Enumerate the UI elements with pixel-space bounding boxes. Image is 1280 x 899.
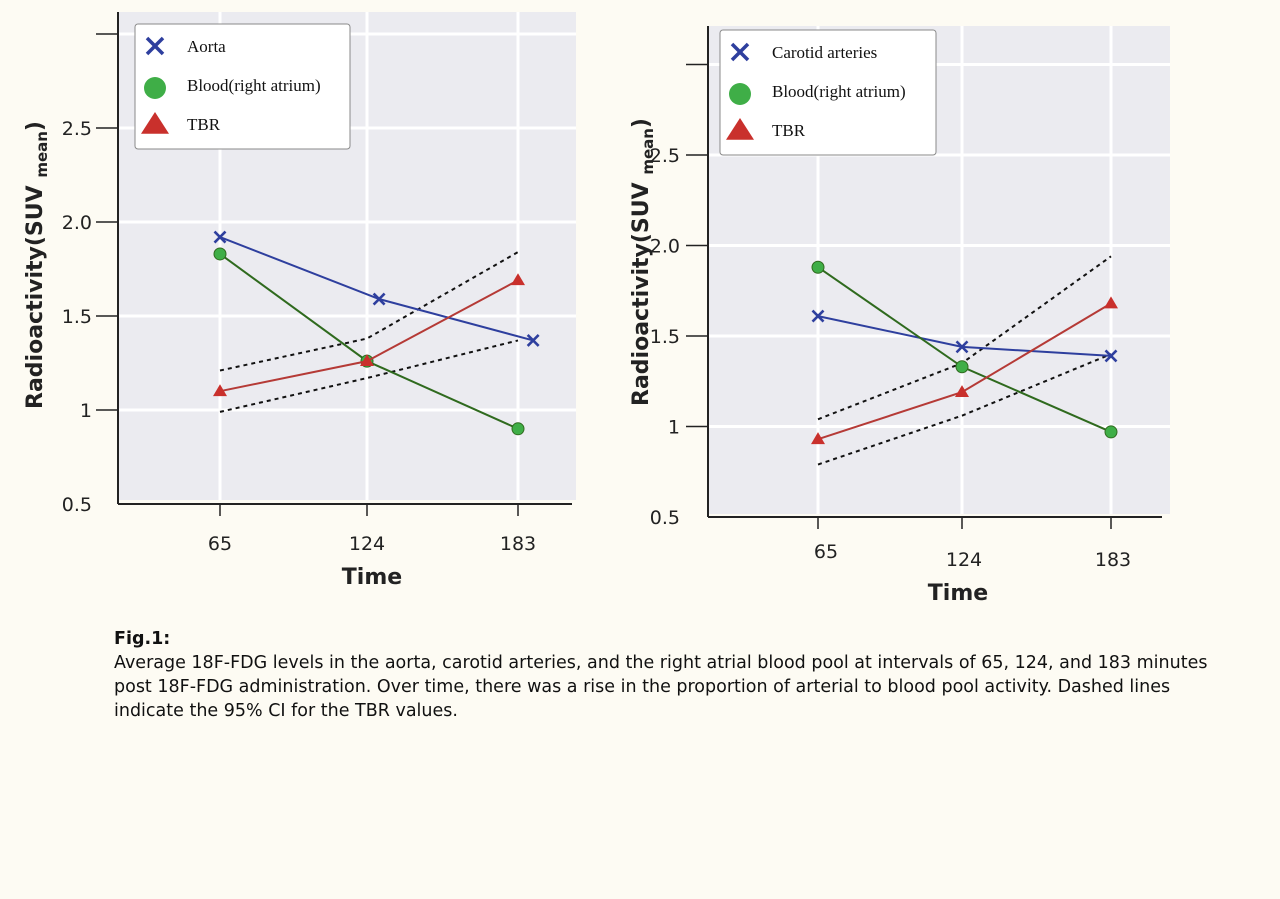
triangle-marker-point bbox=[213, 384, 227, 397]
caption-title: Fig.1: bbox=[114, 629, 171, 649]
legend: Aorta Blood(right atrium) TBR bbox=[134, 23, 351, 150]
x-axis-title: Time bbox=[928, 581, 988, 606]
y-tick-label: 0.5 bbox=[650, 507, 680, 529]
x-tick-label: 124 bbox=[946, 549, 982, 571]
y-tick-label: 1 bbox=[80, 400, 92, 422]
y-tick-label: 1.5 bbox=[650, 326, 680, 348]
x-marker-point bbox=[811, 309, 825, 323]
legend-box bbox=[719, 29, 937, 156]
x-tick-label: 65 bbox=[814, 541, 838, 563]
legend-label: Carotid arteries bbox=[772, 43, 877, 62]
circle-marker-point bbox=[811, 260, 825, 274]
legend: Carotid arteries Blood(right atrium) TBR bbox=[719, 29, 937, 156]
y-tick-label: 0.5 bbox=[62, 494, 92, 516]
x-marker-point bbox=[213, 230, 227, 244]
y-axis-title: Radioactivity(SUV mean) bbox=[629, 118, 657, 406]
x-marker-point bbox=[372, 292, 386, 306]
legend-circle-icon bbox=[729, 83, 751, 105]
series-blood-right-atrium- bbox=[811, 260, 1118, 439]
chart-panel-1: 0.5 1 1.5 2.0 2.5 65 124 183 Time Radioactivity(S… bbox=[23, 12, 576, 590]
y-tick-label: 2.0 bbox=[650, 236, 680, 258]
legend-label: Aorta bbox=[187, 37, 226, 56]
x-axis-title: Time bbox=[342, 565, 402, 590]
triangle-marker-point bbox=[511, 273, 525, 286]
triangle-marker-point bbox=[360, 354, 374, 367]
y-tick-label: 1 bbox=[668, 417, 680, 439]
y-tick-label: 1.5 bbox=[62, 306, 92, 328]
y-tick-label: 2.0 bbox=[62, 212, 92, 234]
figure-caption: Fig.1: Average 18F-FDG levels in the aor… bbox=[114, 627, 1234, 723]
y-tick-label: 2.5 bbox=[62, 118, 92, 140]
legend-label: TBR bbox=[187, 115, 221, 134]
circle-marker-point bbox=[213, 247, 227, 261]
circle-marker-point bbox=[955, 360, 969, 374]
x-marker-point bbox=[1104, 349, 1118, 363]
circle-marker-point bbox=[511, 422, 525, 436]
x-tick-label: 124 bbox=[349, 533, 385, 555]
legend-label: TBR bbox=[772, 121, 806, 140]
triangle-marker-point bbox=[955, 385, 969, 398]
legend-x-icon bbox=[145, 36, 165, 56]
x-tick-label: 183 bbox=[1095, 549, 1131, 571]
legend-box bbox=[134, 23, 351, 150]
y-axis-title-subscript: mean bbox=[33, 131, 51, 178]
legend-label: Blood(right atrium) bbox=[772, 82, 906, 101]
circle-marker-point bbox=[1104, 425, 1118, 439]
y-axis-title-main: Radioactivity(SUV bbox=[629, 175, 654, 406]
legend-x-icon bbox=[730, 42, 750, 62]
x-tick-label: 183 bbox=[500, 533, 536, 555]
legend-triangle-icon bbox=[141, 112, 169, 134]
ci-line-upper bbox=[219, 251, 519, 372]
triangle-marker-point bbox=[811, 432, 825, 445]
series-tbr bbox=[213, 273, 525, 397]
legend-circle-icon bbox=[144, 77, 166, 99]
y-tick-label: 2.5 bbox=[650, 145, 680, 167]
y-axis-title-main: Radioactivity(SUV bbox=[23, 178, 48, 409]
y-axis-title: Radioactivity(SUV mean) bbox=[23, 121, 51, 409]
caption-text: Average 18F-FDG levels in the aorta, car… bbox=[114, 653, 1208, 721]
x-marker-point bbox=[526, 334, 540, 347]
ci-line-lower bbox=[219, 339, 519, 413]
legend-label: Blood(right atrium) bbox=[187, 76, 321, 95]
triangle-marker-point bbox=[1104, 296, 1118, 309]
series-aorta bbox=[213, 230, 540, 347]
ci-line-lower bbox=[817, 353, 1112, 466]
y-axis-title-subscript: mean bbox=[639, 128, 657, 175]
x-marker-point bbox=[955, 340, 969, 354]
y-axis-title-close: ) bbox=[23, 121, 48, 131]
series-tbr bbox=[811, 296, 1118, 445]
legend-triangle-icon bbox=[726, 118, 754, 140]
chart-panel-2: 0.5 1 1.5 2.0 2.5 65 124 183 Time Radioactivity(S… bbox=[629, 26, 1170, 606]
x-tick-label: 65 bbox=[208, 533, 232, 555]
series-carotid-arteries bbox=[811, 309, 1118, 363]
y-axis-title-close: ) bbox=[629, 118, 654, 128]
